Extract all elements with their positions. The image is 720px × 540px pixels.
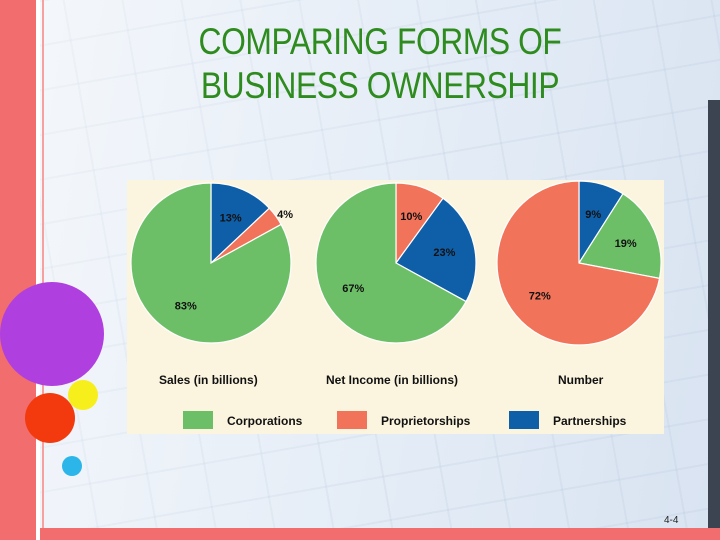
pie-3-label-corporations: 19%	[615, 238, 637, 250]
legend-swatch-partnerships	[509, 411, 539, 429]
pie-3-label-proprietorships: 72%	[529, 290, 551, 302]
left-accent-stripe	[36, 0, 40, 540]
pie-1-label-corporations: 83%	[175, 301, 197, 313]
legend-label-partnerships: Partnerships	[553, 414, 627, 428]
slide-title-line-1: COMPARING FORMS OF	[198, 21, 562, 62]
legend-swatch-proprietorships	[337, 411, 367, 429]
left-accent-bar	[0, 0, 36, 540]
slide-number: 4-4	[664, 515, 679, 526]
slide-title: COMPARING FORMS OF BUSINESS OWNERSHIP	[148, 20, 612, 108]
pie-2-slice-partnerships	[395, 197, 477, 303]
pie-2-label-partnerships: 23%	[433, 247, 455, 259]
pie-charts-panel: 13% 4% 83% Sales (in billions) 10% 23% 67% Net …	[127, 180, 664, 434]
pie-3-title: Number	[558, 373, 604, 387]
pie-1-label-partnerships: 13%	[220, 213, 242, 225]
legend-swatch-corporations	[183, 411, 213, 429]
pie-3-label-partnerships: 9%	[585, 209, 601, 221]
pie-3-slice-corporations	[578, 192, 662, 280]
pie-2-title: Net Income (in billions)	[326, 373, 458, 387]
bottom-accent-bar	[40, 528, 720, 540]
pie-2-label-proprietorships: 10%	[400, 211, 422, 223]
left-accent-line	[42, 0, 44, 540]
legend-label-proprietorships: Proprietorships	[381, 414, 471, 428]
pie-1-label-proprietorships: 4%	[277, 209, 293, 221]
decorative-blue-circle	[62, 456, 82, 476]
pie-1-slice-partnerships	[210, 182, 271, 265]
pie-2-slice-corporations	[315, 182, 467, 344]
slide-title-line-2: BUSINESS OWNERSHIP	[200, 65, 560, 106]
pie-1-slice-corporations	[130, 182, 292, 344]
pie-1-title: Sales (in billions)	[159, 373, 258, 387]
legend-label-corporations: Corporations	[227, 414, 303, 428]
decorative-purple-circle	[0, 282, 104, 386]
pie-2-label-corporations: 67%	[342, 283, 364, 295]
decorative-red-circle	[25, 393, 75, 443]
pie-charts-figure: 13% 4% 83% Sales (in billions) 10% 23% 67% Net …	[130, 180, 662, 429]
right-edge-panel	[708, 100, 720, 528]
pie-3-slice-proprietorships	[496, 180, 661, 346]
decorative-yellow-circle	[68, 380, 98, 410]
